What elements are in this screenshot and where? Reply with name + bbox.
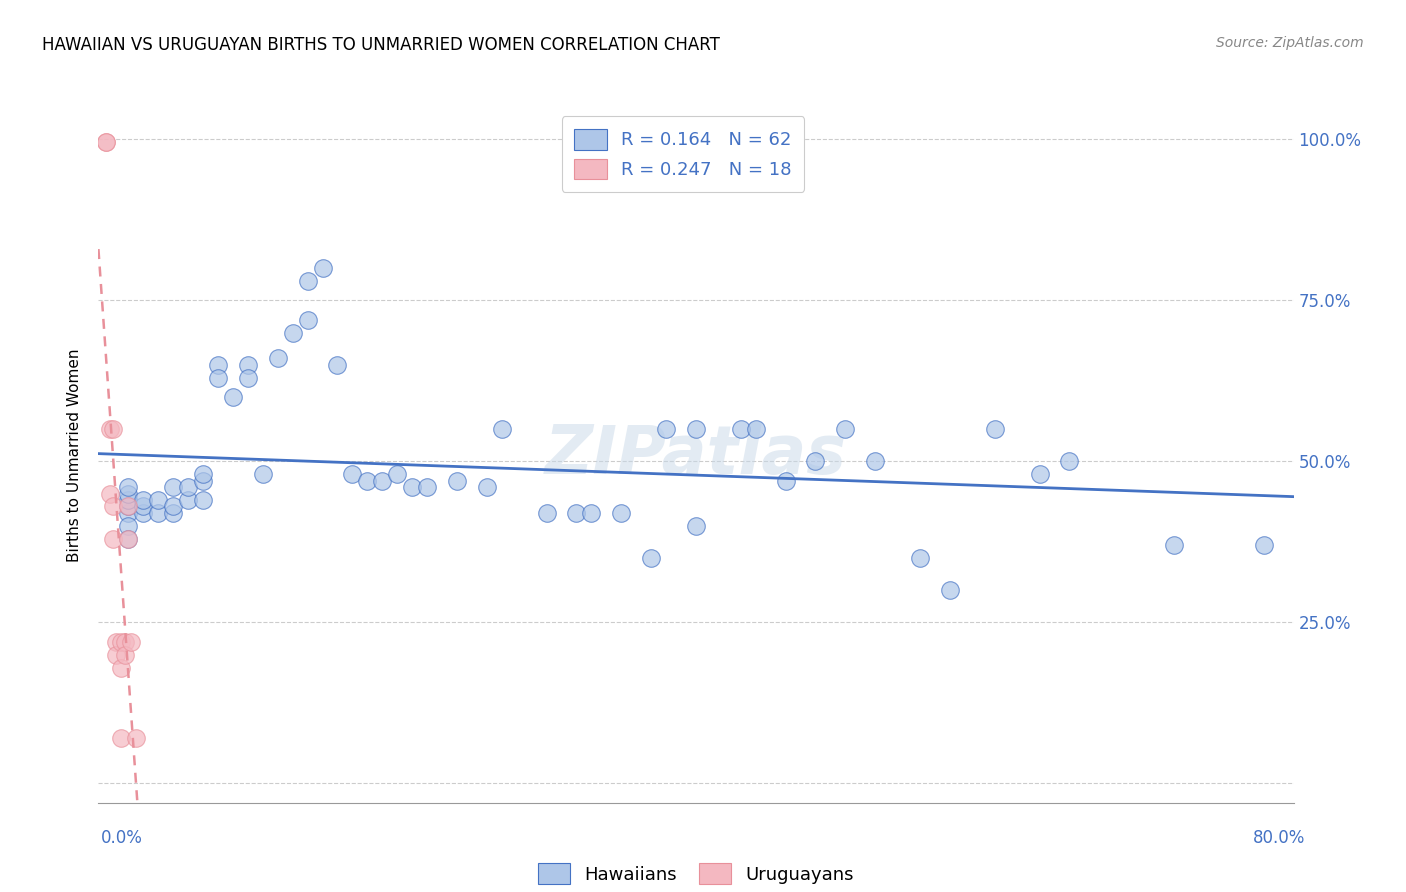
Point [834,422,856,436]
Point [120,634,142,648]
Point [356,474,378,488]
Point [342,467,364,482]
Point [117,532,139,546]
Text: ZIPatlas: ZIPatlas [546,422,846,488]
Point [236,370,259,384]
Point [222,390,245,404]
Point [1253,538,1275,552]
Point [385,467,409,482]
Point [114,648,136,662]
Point [371,474,394,488]
Point [132,500,155,514]
Point [908,551,931,566]
Point [94,136,117,150]
Point [94,136,117,150]
Point [103,422,125,436]
Point [105,634,128,648]
Point [416,480,439,494]
Point [162,506,184,520]
Point [475,480,498,494]
Point [655,422,678,436]
Point [100,422,122,436]
Point [685,422,707,436]
Point [191,474,214,488]
Point [1059,454,1081,468]
Point [114,634,136,648]
Point [117,532,139,546]
Point [191,493,214,508]
Point [117,500,139,514]
Point [804,454,827,468]
Point [103,500,125,514]
Point [1028,467,1050,482]
Point [236,358,259,372]
Text: 80.0%: 80.0% [1253,829,1305,847]
Point [117,486,139,500]
Point [267,351,290,366]
Point [446,474,468,488]
Point [162,500,184,514]
Point [132,506,155,520]
Point [939,583,962,598]
Point [745,422,768,436]
Point [610,506,633,520]
Point [110,634,132,648]
Point [252,467,274,482]
Point [117,493,139,508]
Point [775,474,797,488]
Point [117,500,139,514]
Point [110,660,132,674]
Text: HAWAIIAN VS URUGUAYAN BIRTHS TO UNMARRIED WOMEN CORRELATION CHART: HAWAIIAN VS URUGUAYAN BIRTHS TO UNMARRIE… [42,36,720,54]
Point [100,486,122,500]
Point [730,422,752,436]
Point [105,648,128,662]
Point [103,532,125,546]
Point [148,493,170,508]
Point [132,493,155,508]
Point [565,506,588,520]
Point [865,454,887,468]
Point [207,370,229,384]
Point [162,480,184,494]
Y-axis label: Births to Unmarried Women: Births to Unmarried Women [67,348,83,562]
Point [491,422,513,436]
Point [297,312,319,326]
Point [685,518,707,533]
Point [110,731,132,746]
Point [984,422,1007,436]
Point [297,274,319,288]
Point [177,480,200,494]
Point [191,467,214,482]
Point [207,358,229,372]
Point [117,506,139,520]
Point [326,358,349,372]
Point [536,506,558,520]
Point [125,731,148,746]
Point [117,480,139,494]
Point [581,506,603,520]
Point [281,326,304,340]
Point [1163,538,1185,552]
Point [311,261,333,276]
Point [117,518,139,533]
Text: Source: ZipAtlas.com: Source: ZipAtlas.com [1216,36,1364,50]
Point [640,551,662,566]
Legend: Hawaiians, Uruguayans: Hawaiians, Uruguayans [530,856,862,891]
Point [401,480,423,494]
Point [148,506,170,520]
Point [177,493,200,508]
Text: 0.0%: 0.0% [101,829,143,847]
